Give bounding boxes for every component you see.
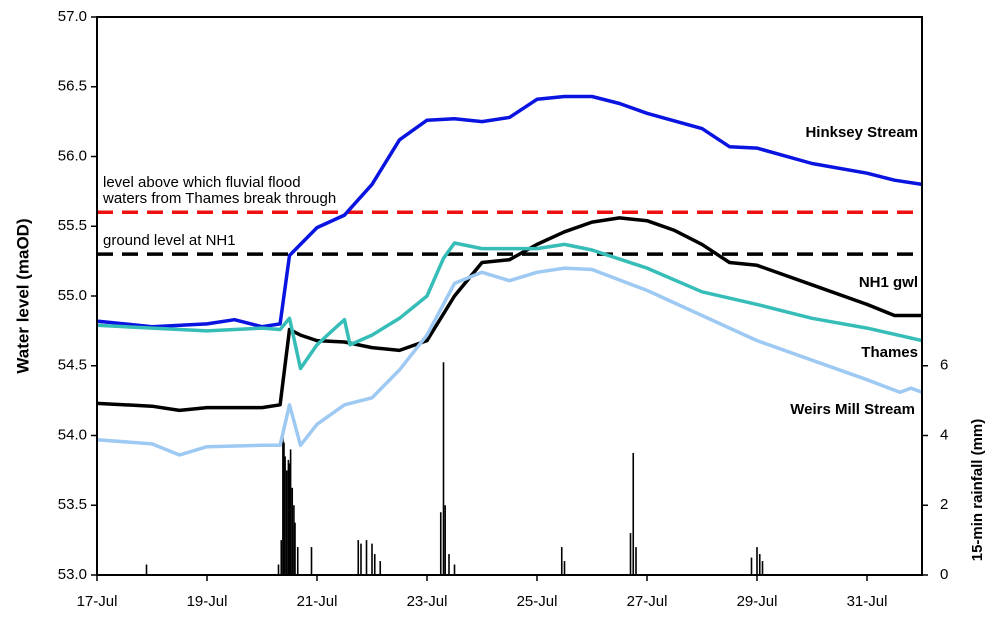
y-tick-label: 55.0 bbox=[58, 287, 87, 304]
x-tick-label: 21-Jul bbox=[297, 593, 338, 610]
rain-bar bbox=[560, 547, 563, 575]
y2-tick-label: 4 bbox=[940, 426, 948, 443]
x-tick-label: 19-Jul bbox=[187, 593, 228, 610]
rain-bar bbox=[635, 547, 637, 575]
annotation: level above which fluvial flood bbox=[103, 174, 301, 191]
series-label: Hinksey Stream bbox=[805, 124, 918, 141]
y2-tick-label: 0 bbox=[940, 566, 948, 583]
y-tick-label: 57.0 bbox=[58, 8, 87, 25]
series-label: Thames bbox=[861, 344, 918, 361]
rain-bar bbox=[357, 540, 360, 575]
series-line bbox=[96, 266, 923, 457]
x-tick-label: 23-Jul bbox=[407, 593, 448, 610]
rain-bar bbox=[360, 543, 362, 575]
rain-bar bbox=[280, 540, 283, 575]
rain-bar bbox=[283, 442, 285, 575]
y-tick-label: 56.5 bbox=[58, 78, 87, 95]
series-line bbox=[96, 241, 923, 371]
rain-bar bbox=[632, 452, 635, 575]
rain-bar bbox=[453, 564, 456, 575]
series-label: NH1 gwl bbox=[859, 274, 918, 291]
rain-bar bbox=[373, 554, 376, 575]
x-tick-label: 29-Jul bbox=[737, 593, 778, 610]
rain-bar bbox=[310, 547, 313, 575]
rain-bar bbox=[761, 561, 764, 575]
series-line bbox=[96, 216, 922, 413]
rain-bar bbox=[442, 362, 445, 575]
x-tick-label: 17-Jul bbox=[77, 593, 118, 610]
rain-bar bbox=[296, 547, 299, 575]
y-tick-label: 56.0 bbox=[58, 147, 87, 164]
y2-tick-label: 6 bbox=[940, 357, 948, 374]
y-tick-label: 53.5 bbox=[58, 496, 87, 513]
rain-bar bbox=[758, 554, 761, 575]
rain-bar bbox=[277, 564, 280, 575]
rain-bar bbox=[282, 435, 284, 575]
rain-bar bbox=[629, 533, 632, 575]
plot-frame bbox=[96, 16, 923, 576]
rain-bar bbox=[750, 557, 753, 575]
rain-bar bbox=[289, 449, 292, 575]
rain-bar bbox=[371, 543, 373, 575]
rain-bar bbox=[439, 512, 442, 575]
series-label: Weirs Mill Stream bbox=[790, 401, 915, 418]
y-tick-label: 55.5 bbox=[58, 217, 87, 234]
annotation: waters from Thames break through bbox=[102, 190, 336, 207]
y2-tick-label: 2 bbox=[940, 496, 948, 513]
rain-bar bbox=[563, 561, 566, 575]
rain-bar bbox=[448, 554, 450, 575]
rain-bar bbox=[293, 505, 295, 575]
annotation: ground level at NH1 bbox=[103, 232, 236, 249]
x-tick-label: 25-Jul bbox=[517, 593, 558, 610]
rain-bar bbox=[379, 561, 382, 575]
rain-bar bbox=[365, 540, 368, 575]
rain-bar bbox=[756, 547, 758, 575]
x-tick-label: 31-Jul bbox=[847, 593, 888, 610]
y-tick-label: 53.0 bbox=[58, 566, 87, 583]
rain-bar bbox=[284, 456, 286, 575]
rain-bar bbox=[444, 505, 446, 575]
rain-bar bbox=[291, 487, 294, 575]
y-axis-title: Water level (maOD) bbox=[13, 218, 32, 373]
rain-bar bbox=[288, 463, 291, 575]
x-tick-label: 27-Jul bbox=[627, 593, 668, 610]
rain-bar bbox=[145, 564, 148, 575]
y-tick-label: 54.5 bbox=[58, 357, 87, 374]
rain-bar bbox=[285, 470, 288, 575]
y2-axis-title: 15-min rainfall (mm) bbox=[969, 419, 986, 562]
series-line bbox=[96, 94, 923, 329]
rain-bar bbox=[287, 459, 290, 575]
y-tick-label: 54.0 bbox=[58, 426, 87, 443]
rain-bar bbox=[294, 522, 296, 575]
